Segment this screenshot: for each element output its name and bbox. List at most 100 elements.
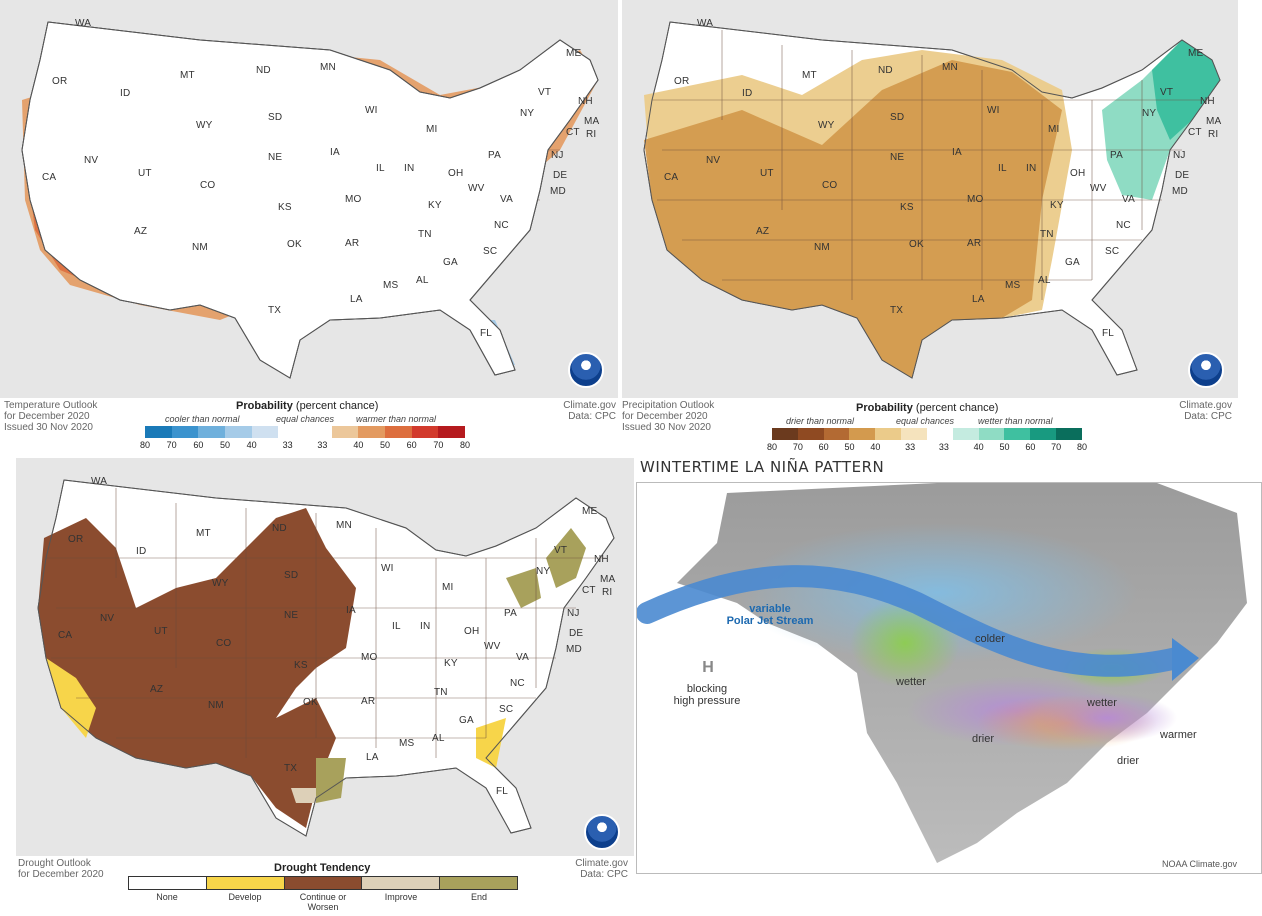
temperature-state-nv: NV [84,155,99,166]
precipitation-legend-tick: 70 [1051,442,1062,452]
precipitation-legend-swatch [797,428,824,440]
temperature-state-vt: VT [538,87,552,98]
lanina-jet-stream-label: variable Polar Jet Stream [726,603,814,627]
drought-state-ut: UT [154,626,168,637]
temperature-legend-bar [145,426,466,438]
precipitation-state-la: LA [972,294,985,305]
temperature-state-al: AL [416,275,429,286]
temperature-state-mt: MT [180,70,195,81]
drought-legend-swatch [362,877,441,889]
temperature-state-nh: NH [578,96,593,107]
temperature-legend-tick: 60 [406,440,417,450]
temperature-state-nc: NC [494,220,509,231]
drought-state-ok: OK [303,697,318,708]
temperature-legend-swatch [278,426,306,438]
drought-state-az: AZ [150,684,164,695]
temperature-state-ne: NE [268,152,283,163]
precipitation-legend-title: Probability (percent chance) [856,402,999,414]
drought-state-in: IN [420,621,431,632]
drought-state-fl: FL [496,786,509,797]
temperature-legend-tick: 33 [317,440,328,450]
drought-legend-category: Develop [228,892,262,902]
precipitation-state-mi: MI [1048,124,1060,135]
temperature-state-ia: IA [330,147,340,158]
lanina-map-graphic [637,483,1261,873]
precipitation-state-tx: TX [890,305,904,316]
temperature-state-ct: CT [566,127,580,138]
precipitation-state-mo: MO [967,194,984,205]
precipitation-state-de: DE [1175,170,1190,181]
lanina-blocking-label: blocking high pressure [673,683,741,707]
precipitation-legend-wetter: wetter than normal [978,416,1053,426]
precipitation-legend-tick: 80 [1076,442,1088,452]
temperature-map-graphic [21,21,599,379]
precipitation-state-il: IL [998,163,1007,174]
precipitation-state-ar: AR [967,238,982,249]
lanina-panel: variable Polar Jet Stream H blocking hig… [636,482,1262,874]
drought-state-nh: NH [594,554,609,565]
precipitation-legend-tick: 70 [792,442,803,452]
drought-legend-swatch [129,877,207,889]
temperature-state-wy: WY [196,120,213,131]
precipitation-legend-swatch [849,428,876,440]
temperature-state-wv: WV [468,183,485,194]
drought-state-nd: ND [272,523,287,534]
temperature-legend-tick: 33 [282,440,293,450]
precipitation-legend-tick: 50 [844,442,855,452]
temperature-state-va: VA [500,194,513,205]
drought-map: WA OR MT ID ND MN SD WI WY NE IA NV UT CO IL IN OH CA KS MO… [16,458,634,856]
temperature-legend-tick: 60 [193,440,204,450]
drought-state-md: MD [566,644,582,655]
temperature-state-oh: OH [448,168,464,179]
temperature-legend-tick: 80 [139,440,151,450]
temperature-state-nd: ND [256,65,271,76]
precipitation-legend-swatch [1030,428,1057,440]
precipitation-state-ga: GA [1065,257,1080,268]
precipitation-state-ia: IA [952,147,962,158]
precipitation-legend-swatch [772,428,798,440]
noaa-logo-icon [1188,352,1224,388]
temperature-map: WA OR MT ID ND MN SD WI WY NE IA NV UT CO IL IN OH CA KS MO… [0,0,618,398]
drought-legend-swatch [440,877,517,889]
drought-state-ct: CT [582,585,596,596]
drought-state-wv: WV [484,641,501,652]
precipitation-state-tn: TN [1040,229,1054,240]
precipitation-legend-swatch [1004,428,1031,440]
lanina-drier-west-label: drier [972,733,995,745]
temperature-credit: Climate.gov Data: CPC [563,400,616,422]
temperature-state-tx: TX [268,305,282,316]
temperature-state-or: OR [52,76,68,87]
drought-state-ms: MS [399,738,415,749]
precipitation-legend-tick: 60 [1025,442,1036,452]
precipitation-legend-swatch [823,428,850,440]
temperature-state-ri: RI [586,129,597,140]
precipitation-state-sc: SC [1105,246,1120,257]
precipitation-state-sd: SD [890,112,905,123]
precipitation-state-me: ME [1188,48,1204,59]
precipitation-state-ca: CA [664,172,679,183]
precipitation-state-vt: VT [1160,87,1174,98]
drought-caption: Drought Outlook for December 2020 [18,858,104,880]
drought-state-ar: AR [361,696,376,707]
lanina-credit: NOAA Climate.gov [1162,859,1238,869]
drought-state-ca: CA [58,630,73,641]
temperature-legend-swatch [331,426,359,438]
precipitation-state-id: ID [742,88,753,99]
precipitation-legend-tick: 80 [766,442,778,452]
temperature-state-ny: NY [520,108,535,119]
precipitation-state-co: CO [822,180,838,191]
precipitation-state-wa: WA [697,18,714,29]
precipitation-legend-swatch [978,428,1005,440]
drought-legend-swatch [284,877,363,889]
drought-state-ky: KY [444,658,458,669]
precipitation-state-mn: MN [942,62,958,73]
drought-state-co: CO [216,638,232,649]
drought-legend-swatch [206,877,285,889]
drought-state-ks: KS [294,660,308,671]
precipitation-legend-bar [772,428,1082,440]
lanina-drier-east-label: drier [1117,755,1140,767]
lanina-warmer-label: warmer [1160,729,1197,741]
drought-state-sc: SC [499,704,514,715]
drought-state-ri: RI [602,587,613,598]
drought-state-tx: TX [284,763,298,774]
